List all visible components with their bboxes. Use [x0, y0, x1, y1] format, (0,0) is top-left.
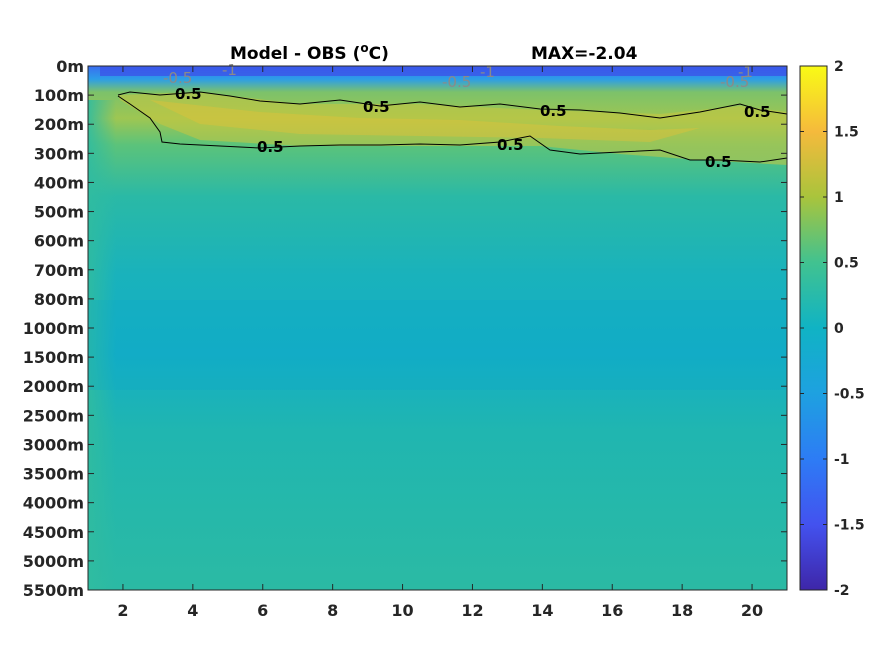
colorbar-tick-label: 0	[834, 321, 844, 337]
x-tick-label: 16	[601, 601, 623, 620]
title-unit: C)	[369, 44, 389, 64]
contour-label: -1	[222, 61, 237, 79]
svg-text:Model - OBS (oC): Model - OBS (oC)	[230, 41, 389, 64]
y-tick-label: 2500m	[23, 406, 84, 425]
y-tick-label: 3000m	[23, 435, 84, 454]
contour-label: -0.5	[720, 73, 749, 91]
y-tick-label: 2000m	[23, 377, 84, 396]
chart-title: Model - OBS (oC)	[230, 41, 389, 64]
contour-label: 0.5	[497, 136, 524, 154]
x-tick-label: 20	[741, 601, 763, 620]
contour-0-5-upper	[117, 91, 788, 119]
surface-cold-strip	[100, 66, 787, 76]
contour-label: 0.5	[257, 138, 284, 156]
colorbar-tick-label: -1.5	[834, 518, 865, 534]
y-tick-label: 500m	[34, 203, 84, 222]
y-axis: 0m 100m 200m 300m 400m 500m 600m 700m 800m 1000m 1…	[23, 57, 787, 600]
x-tick-label: 2	[117, 601, 128, 620]
x-tick-label: 18	[671, 601, 693, 620]
y-tick-label: 100m	[34, 86, 84, 105]
contour-label: 0.5	[540, 102, 567, 120]
warm-core	[150, 100, 700, 142]
x-axis: 2 4 6 8 10 12 14 16 18 20	[117, 66, 763, 620]
y-tick-label: 0m	[56, 57, 84, 76]
warm-band	[118, 92, 787, 165]
x-tick-label: 6	[257, 601, 268, 620]
y-tick-label: 300m	[34, 144, 84, 163]
colorbar-tick-label: 0.5	[834, 256, 859, 272]
contour-label: -0.5	[442, 73, 471, 91]
contour-label: -0.5	[163, 69, 192, 87]
contour-label: -1	[480, 63, 495, 81]
colorbar-tick-label: -2	[834, 583, 850, 599]
colorbar-tick-label: 2	[834, 59, 844, 75]
x-tick-label: 14	[531, 601, 553, 620]
y-tick-label: 800m	[34, 290, 84, 309]
y-tick-label: 3500m	[23, 465, 84, 484]
y-tick-label: 200m	[34, 115, 84, 134]
heatmap-left-edge	[88, 100, 116, 590]
y-tick-label: 5500m	[23, 581, 84, 600]
colorbar-tick-label: 1	[834, 190, 844, 206]
contour-label: 0.5	[744, 103, 771, 121]
title-degree: o	[360, 41, 368, 55]
colorbar-ticks: 2 1.5 1 0.5 0 -0.5 -1 -1.5 -2	[800, 59, 865, 599]
contour-label: 0.5	[363, 98, 390, 116]
y-tick-label: 1500m	[23, 348, 84, 367]
contour-label: 0.5	[705, 153, 732, 171]
colorbar-gradient	[799, 65, 828, 591]
x-tick-label: 8	[327, 601, 338, 620]
y-tick-label: 600m	[34, 232, 84, 251]
contour-label: 0.5	[175, 85, 202, 103]
colorbar-tick-label: 1.5	[834, 125, 859, 141]
heatmap-area	[88, 66, 788, 590]
y-tick-label: 5000m	[23, 552, 84, 571]
contour-label: -1	[738, 63, 753, 81]
x-tick-label: 10	[391, 601, 413, 620]
colorbar-tick-label: -0.5	[834, 387, 865, 403]
contour-0-5-lower	[117, 95, 788, 163]
y-tick-label: 700m	[34, 261, 84, 280]
title-text: Model - OBS (	[230, 44, 360, 64]
y-tick-label: 1000m	[23, 319, 84, 338]
max-annotation: MAX=-2.04	[531, 44, 638, 64]
colorbar-tick-label: -1	[834, 452, 850, 468]
y-tick-label: 4500m	[23, 523, 84, 542]
x-tick-label: 12	[461, 601, 483, 620]
cool-band	[88, 300, 787, 390]
contour-labels: 0.5 0.5 0.5 0.5 0.5 0.5 0.5 -0.5 -0.5 -0…	[163, 61, 771, 171]
colorbar: 2 1.5 1 0.5 0 -0.5 -1 -1.5 -2	[799, 59, 865, 599]
x-tick-label: 4	[187, 601, 198, 620]
y-tick-label: 400m	[34, 173, 84, 192]
y-tick-label: 4000m	[23, 494, 84, 513]
